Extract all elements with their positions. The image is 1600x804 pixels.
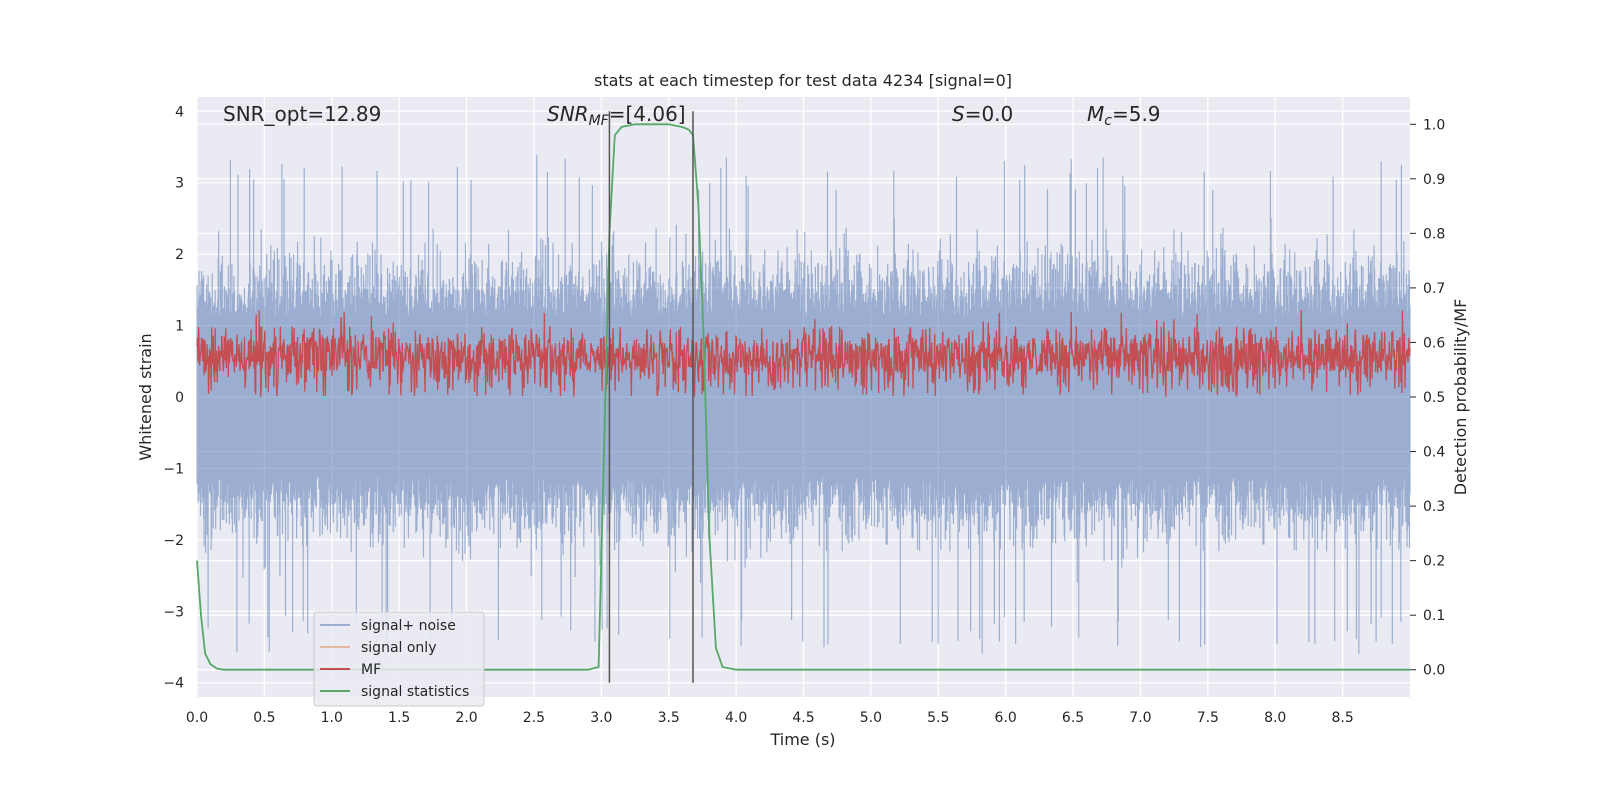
s-symbol: S <box>952 102 965 126</box>
y2-tick-label: 0.5 <box>1423 390 1445 406</box>
y2-tick-label: 0.1 <box>1423 608 1445 624</box>
y-tick-label: 1 <box>175 319 184 335</box>
series-mf-line <box>196 309 1411 397</box>
x-tick-label: 6.5 <box>1062 710 1084 726</box>
y-tick-label: 4 <box>175 104 184 120</box>
x-tick-label: 2.0 <box>455 710 477 726</box>
mc-symbol: M <box>1087 102 1104 126</box>
snr-mf-subscript: MF <box>589 113 610 129</box>
x-tick-label: 7.0 <box>1129 710 1151 726</box>
x-tick-label: 1.5 <box>388 710 410 726</box>
y-tick-label: −4 <box>163 676 184 692</box>
y-tick-layer: 4 3 2 1 0 −1 −2 −3 −4 <box>163 104 184 691</box>
mc-subscript: c <box>1104 113 1112 129</box>
x-tick-label: 6.0 <box>995 710 1017 726</box>
y-tick-label: −3 <box>163 604 184 620</box>
marker-layer <box>608 111 694 683</box>
x-tick-label: 8.5 <box>1331 710 1353 726</box>
y-axis-label: Whitened strain <box>136 333 155 460</box>
y-tick-label: −1 <box>163 461 184 477</box>
y2-tick-label: 0.9 <box>1423 172 1445 188</box>
x-tick-label: 7.5 <box>1197 710 1219 726</box>
x-tick-label: 3.0 <box>590 710 612 726</box>
y2-tick-layer: 1.0 0.9 0.8 0.7 0.6 0.5 0.4 0.3 0.2 0.1 0.0 <box>1410 117 1445 679</box>
x-tick-label: 4.0 <box>725 710 747 726</box>
y2-axis-label: Detection probability/MF <box>1451 299 1470 496</box>
x-tick-label: 8.0 <box>1264 710 1286 726</box>
mc-value: =5.9 <box>1112 102 1161 126</box>
y-tick-label: 3 <box>175 176 184 192</box>
x-tick-layer: 0.0 0.5 1.0 1.5 2.0 2.5 3.0 3.5 4.0 4.5 5.0 5.5 6.0 6… <box>186 710 1354 726</box>
y2-tick-label: 0.8 <box>1423 226 1445 242</box>
y-tick-label: 2 <box>175 247 184 263</box>
y2-tick-label: 0.0 <box>1423 663 1445 679</box>
x-tick-label: 3.5 <box>658 710 680 726</box>
legend-label-mf: MF <box>361 662 381 678</box>
y2-tick-label: 0.6 <box>1423 335 1445 351</box>
snr-mf-annotation: SNRMF=[4.06] <box>547 102 686 129</box>
x-tick-label: 4.5 <box>792 710 814 726</box>
x-tick-label: 2.5 <box>523 710 545 726</box>
snr-opt-annotation: SNR_opt=12.89 <box>223 102 381 126</box>
series-signal-statistics-line <box>196 123 1410 671</box>
mc-annotation: Mc=5.9 <box>1087 102 1161 129</box>
x-tick-label: 0.0 <box>186 710 208 726</box>
x-axis-label: Time (s) <box>769 730 835 749</box>
x-tick-label: 5.5 <box>927 710 949 726</box>
x-tick-label: 0.5 <box>253 710 275 726</box>
legend-label-signal-noise: signal+ noise <box>361 618 456 634</box>
x-tick-label: 5.0 <box>860 710 882 726</box>
s-annotation: S=0.0 <box>952 102 1013 126</box>
legend: signal+ noise signal only MF signal stat… <box>313 611 485 707</box>
y2-tick-label: 0.4 <box>1423 445 1445 461</box>
y2-tick-label: 0.2 <box>1423 554 1445 570</box>
y2-tick-label: 0.3 <box>1423 499 1445 515</box>
series-layer <box>196 123 1411 671</box>
snr-mf-value: =[4.06] <box>609 102 686 126</box>
y-tick-label: −2 <box>163 533 184 549</box>
x-tick-label: 1.0 <box>321 710 343 726</box>
chart-title: stats at each timestep for test data 423… <box>594 71 1012 90</box>
y2-tick-label: 0.7 <box>1423 281 1445 297</box>
y2-tick-label: 1.0 <box>1423 117 1445 133</box>
s-value: =0.0 <box>965 102 1014 126</box>
legend-box <box>313 611 485 707</box>
snr-mf-symbol: SNR <box>547 102 589 126</box>
legend-label-signal-only: signal only <box>361 640 436 656</box>
legend-label-signal-statistics: signal statistics <box>361 684 469 700</box>
y-tick-label: 0 <box>175 390 184 406</box>
